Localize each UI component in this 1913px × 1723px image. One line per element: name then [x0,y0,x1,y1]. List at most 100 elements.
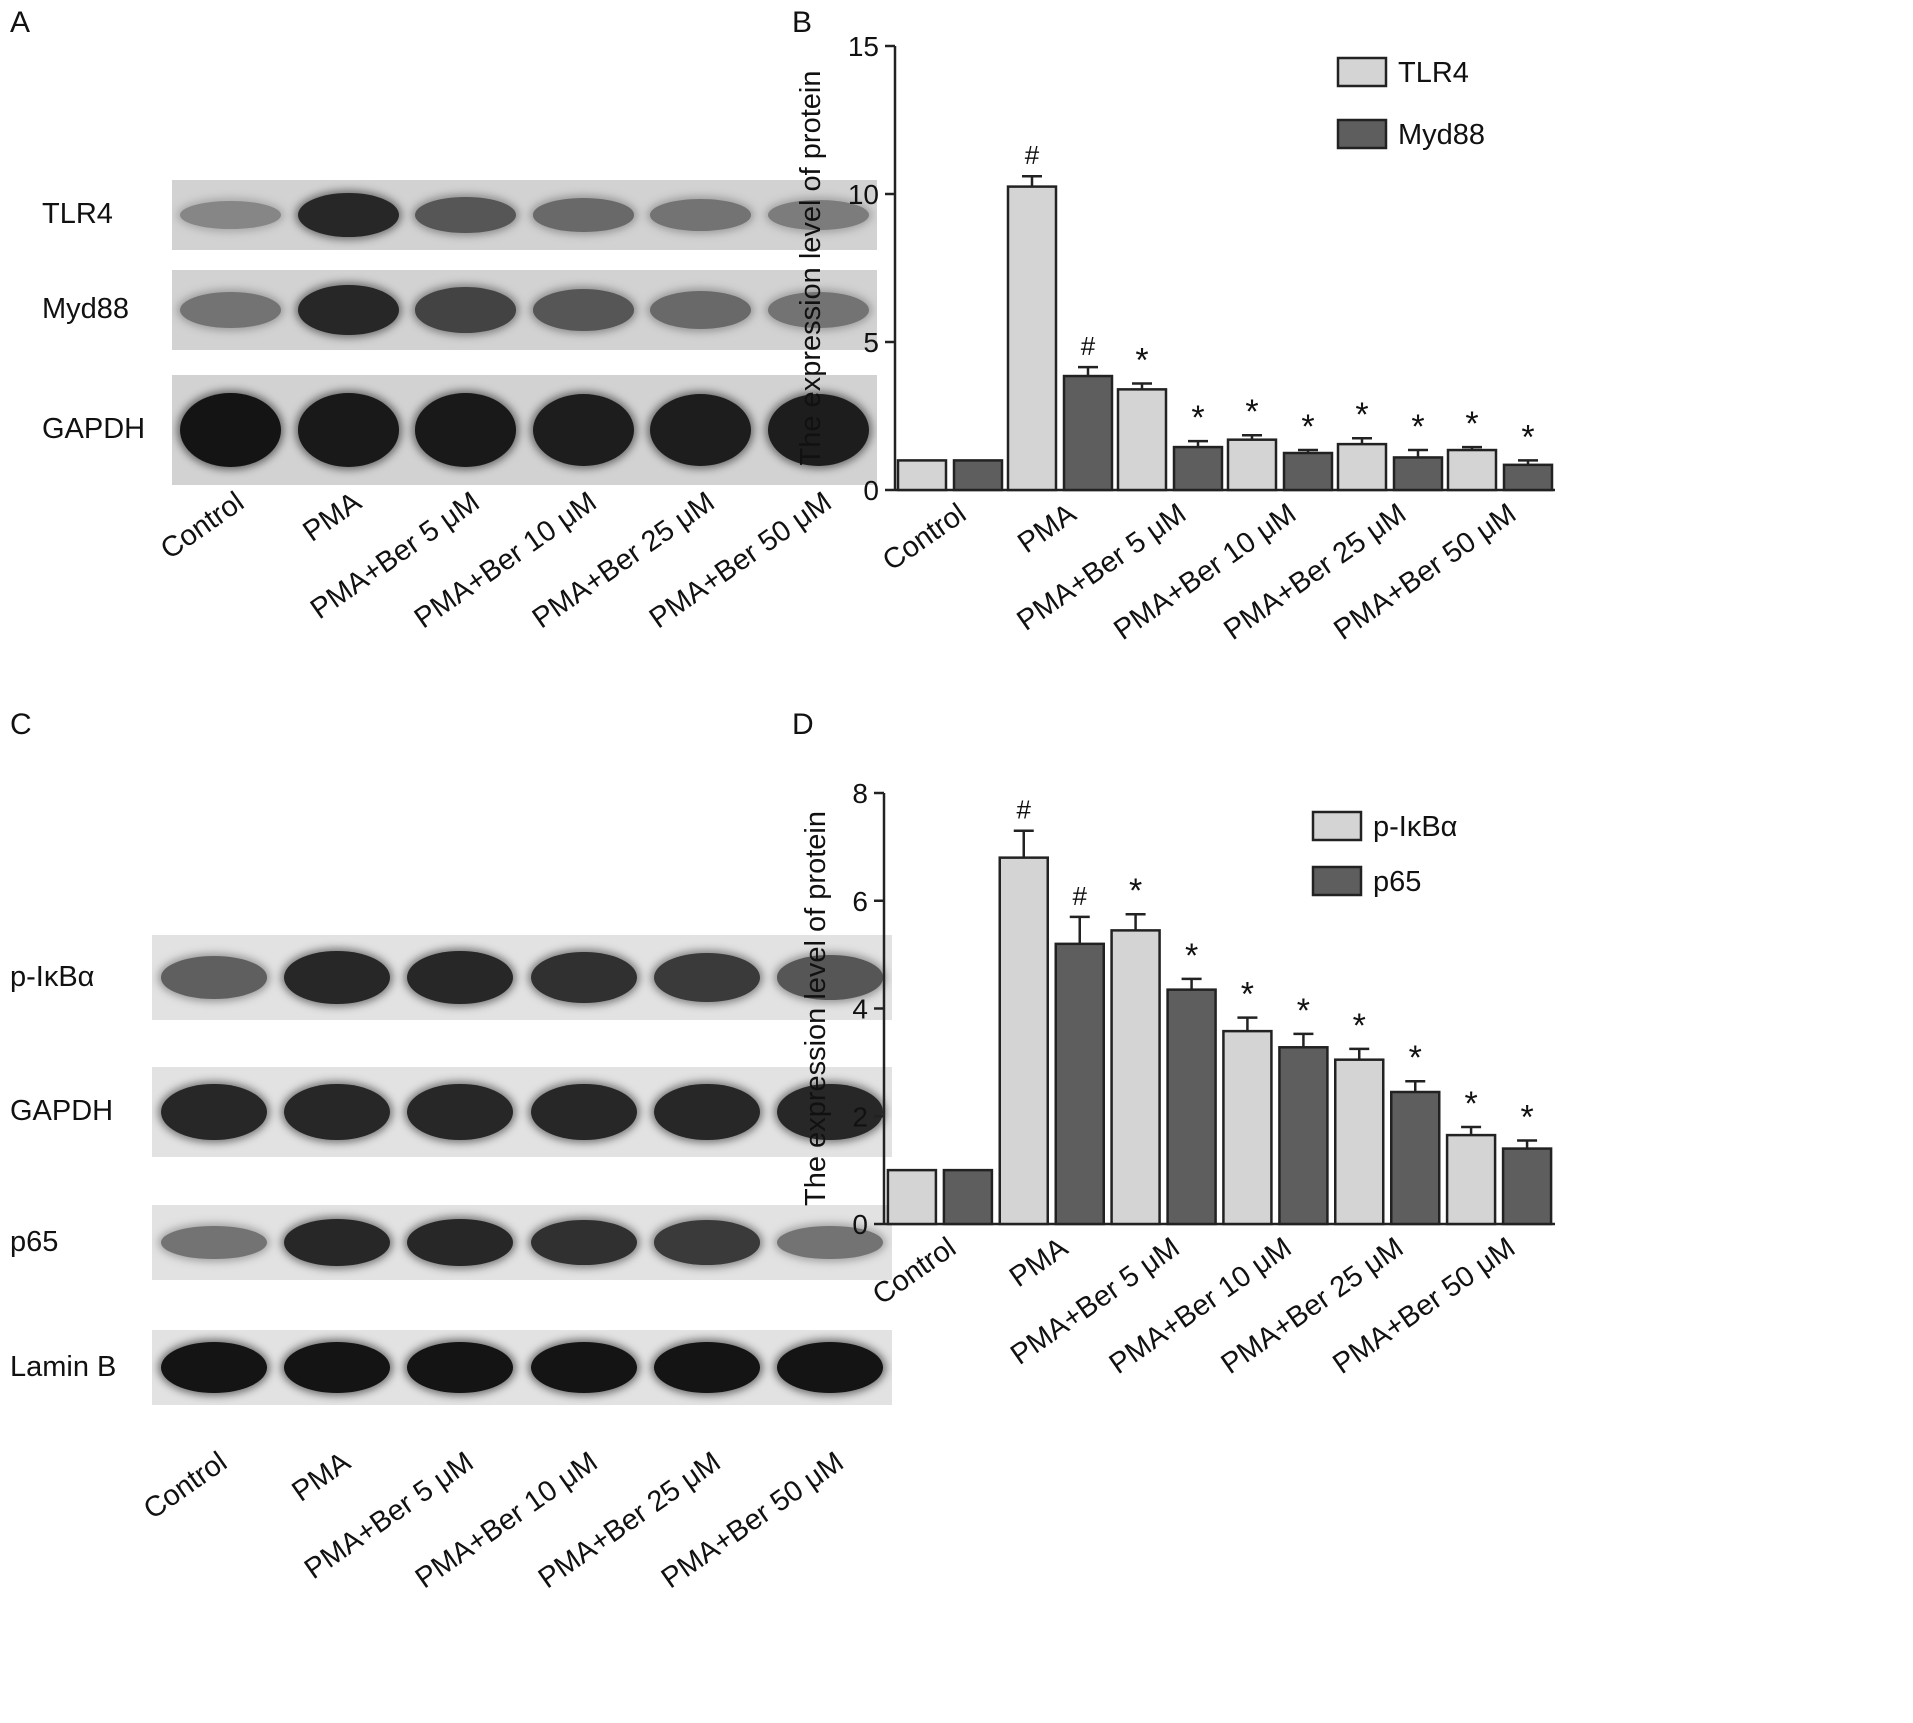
protein-band [532,393,634,467]
protein-band [283,1083,391,1141]
bar [1446,448,1498,492]
blot-row-label: Myd88 [42,293,130,325]
protein-band [650,393,752,467]
blot-row-label: GAPDH [10,1095,114,1127]
lane-label: PMA [286,1445,357,1509]
lane-label: PMA [297,485,368,549]
bar-chart-b: 0 5 10 15 The expression level of protein Con… [795,31,1555,647]
protein-band [297,192,399,238]
protein-band [767,291,869,329]
blot-strip [152,1067,892,1157]
legend-swatch [1336,118,1388,150]
bar [1054,942,1105,1226]
protein-band [777,1083,884,1141]
bar [1336,442,1388,492]
protein-band [650,199,752,231]
y-tick-label: 6 [852,886,868,917]
panel-label-a: A [10,6,31,39]
bar [1226,438,1278,492]
significance-mark: # [1081,331,1096,361]
legend-label: p-IκBα [1373,811,1457,843]
protein-band [767,199,869,231]
significance-mark: * [1135,341,1148,379]
bar [1392,456,1444,492]
protein-band [160,1083,267,1141]
protein-band [777,1225,884,1260]
bar [1282,451,1334,492]
bar [1006,185,1058,492]
protein-band [283,1342,391,1393]
bar [1390,1090,1441,1226]
protein-band [160,1342,267,1393]
protein-band [415,196,517,234]
protein-band [767,393,869,467]
bar [886,1168,938,1226]
blot-strip [172,180,877,250]
significance-mark: * [1355,396,1368,434]
y-tick-label: 2 [852,1101,868,1132]
protein-band [650,291,752,329]
protein-band [530,1219,637,1266]
legend-label: Myd88 [1398,119,1485,151]
blot-row-label: Lamin B [10,1350,117,1383]
bar [1502,463,1554,492]
significance-mark: * [1241,976,1254,1014]
panel-label-b: B [792,6,813,39]
significance-mark: * [1191,399,1204,437]
legend-swatch [1311,865,1363,897]
protein-band [415,393,517,467]
legend-label: p65 [1373,866,1421,898]
significance-mark: * [1465,405,1478,443]
protein-band [653,1220,761,1265]
significance-mark: # [1073,881,1088,911]
blot-row-label: GAPDH [42,413,146,445]
protein-band [180,392,282,468]
significance-mark: * [1129,872,1142,910]
significance-mark: * [1464,1085,1477,1123]
protein-band [415,287,517,333]
protein-band [653,1083,761,1141]
significance-mark: * [1245,393,1258,431]
significance-mark: * [1301,408,1314,446]
blot-row-label: p65 [10,1225,59,1258]
bar [1278,1046,1329,1226]
significance-mark: * [1521,418,1534,456]
protein-band [530,1083,637,1141]
x-tick-label: PMA+Ber 50 μM [1327,1232,1521,1381]
significance-mark: * [1297,992,1310,1030]
protein-band [407,1218,514,1267]
y-tick-label: 0 [852,1209,868,1240]
protein-band [777,1342,884,1393]
protein-band [653,1342,761,1393]
bar [1501,1147,1553,1226]
protein-band [407,950,514,1005]
significance-mark: * [1353,1007,1366,1045]
blot-strip [152,935,892,1020]
y-tick-label: 5 [863,327,879,358]
significance-mark: * [1411,408,1424,446]
x-tick-label: PMA+Ber 50 μM [1328,498,1522,647]
x-tick-label: PMA [1012,497,1082,560]
protein-band [283,1218,391,1267]
x-tick-label: PMA+Ber 25 μM [1215,1232,1409,1381]
y-tick-label: 8 [852,778,868,809]
x-tick-label: PMA+Ber 10 μM [1108,498,1302,647]
protein-band [407,1083,514,1141]
lane-label: Control [155,485,251,566]
bar [1334,1058,1385,1226]
blot-strip [172,375,877,485]
bar [998,856,1049,1226]
significance-mark: # [1025,140,1040,170]
significance-mark: * [1185,937,1198,975]
legend-label: TLR4 [1398,57,1469,89]
y-axis-title: The expression level of protein [800,811,832,1206]
y-tick-label: 10 [848,179,879,210]
bar [942,1168,994,1226]
protein-band [180,200,282,230]
y-tick-label: 4 [852,994,868,1025]
bar [1445,1133,1497,1226]
protein-band [532,289,634,331]
significance-mark: * [1409,1039,1422,1077]
protein-band [283,950,391,1005]
bar [1062,374,1114,492]
